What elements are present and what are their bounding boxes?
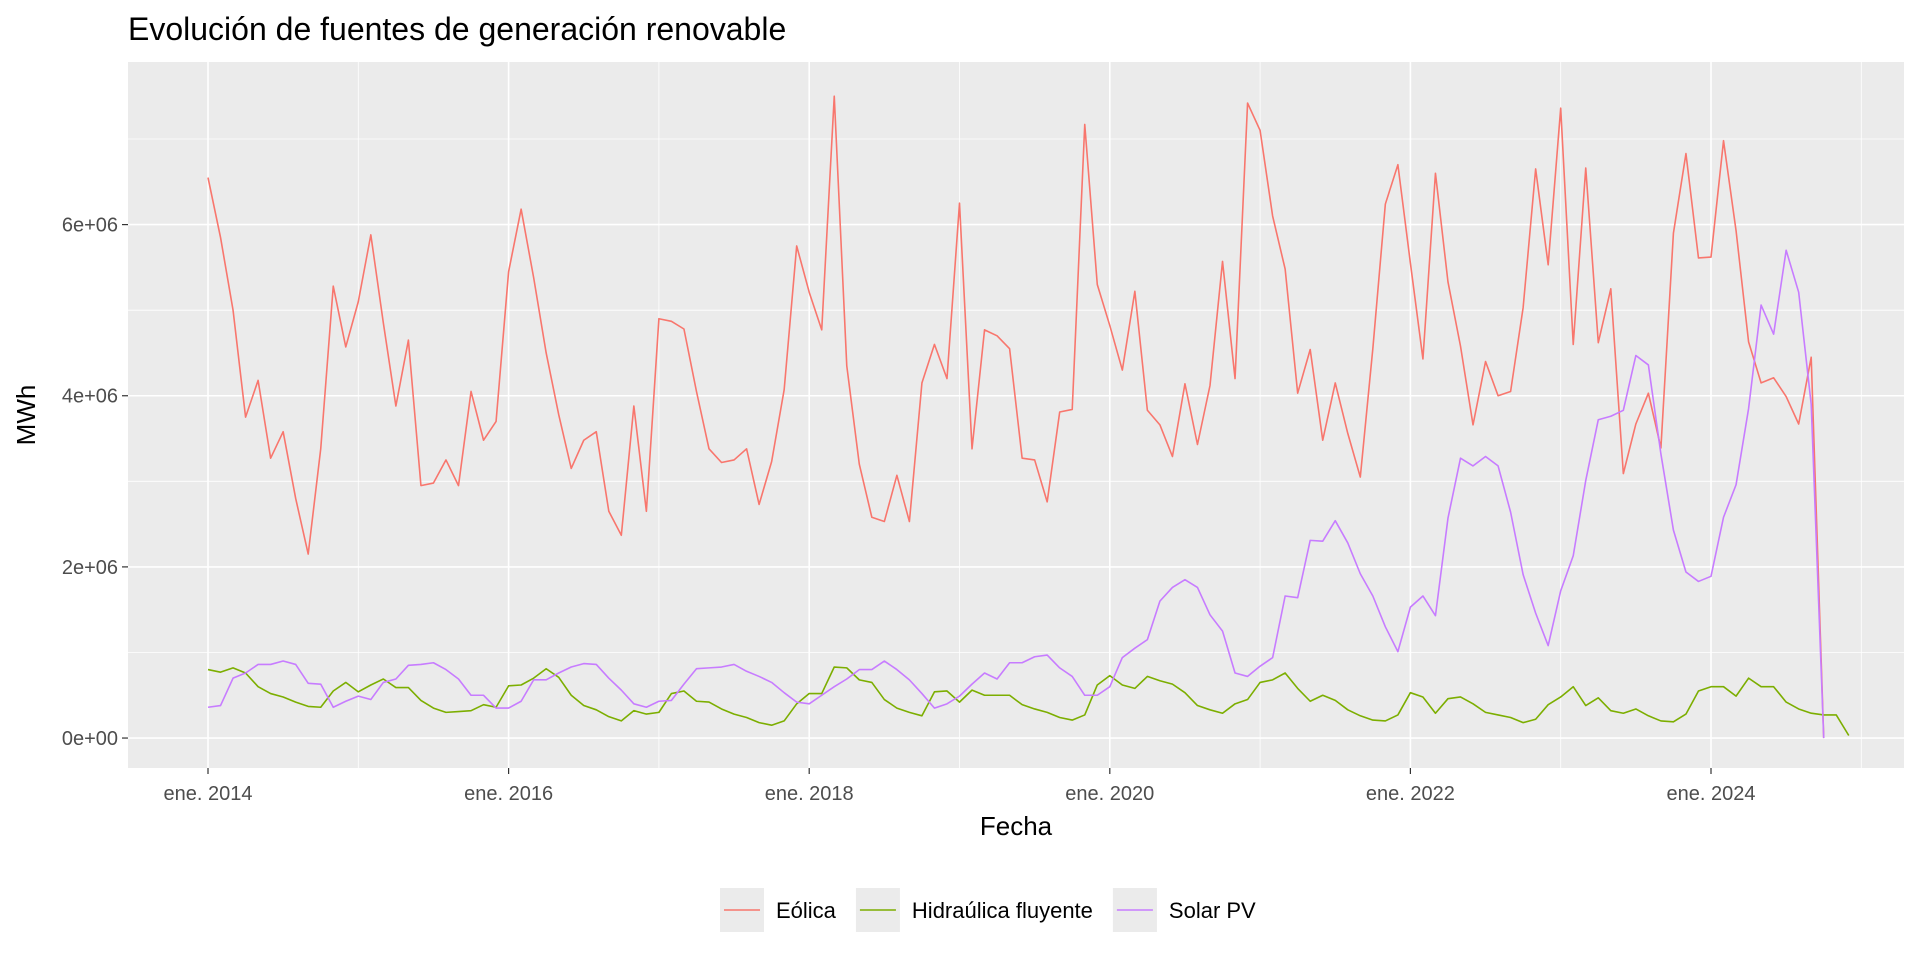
series-line-hidraulica-fluyente	[207, 666, 1850, 736]
chart-title: Evolución de fuentes de generación renov…	[128, 11, 786, 47]
y-tick-label: 2e+06	[62, 557, 118, 579]
x-tick-label: ene. 2022	[1366, 783, 1455, 805]
legend-label-solar-pv: Solar PV	[1169, 898, 1256, 923]
y-axis: 0e+00 2e+06 4e+06 6e+06	[62, 215, 128, 750]
series-lines	[207, 95, 1850, 739]
y-tick-label: 0e+00	[62, 728, 118, 750]
y-tick-label: 4e+06	[62, 386, 118, 408]
x-axis-title: Fecha	[980, 811, 1053, 841]
series-line-solar-pv	[207, 249, 1825, 739]
legend: Eólica Hidraúlica fluyente Solar PV	[720, 888, 1256, 932]
y-axis-title: MWh	[11, 385, 41, 446]
x-axis: ene. 2014 ene. 2016 ene. 2018 ene. 2020 ene.…	[164, 768, 1756, 805]
x-tick-label: ene. 2024	[1667, 783, 1756, 805]
y-tick-label: 6e+06	[62, 215, 118, 237]
plot-panel	[128, 62, 1904, 768]
x-tick-label: ene. 2018	[765, 783, 854, 805]
x-tick-label: ene. 2020	[1065, 783, 1154, 805]
legend-label-eolica: Eólica	[776, 898, 837, 923]
series-line-eolica	[207, 95, 1825, 739]
x-tick-label: ene. 2016	[464, 783, 553, 805]
x-tick-label: ene. 2014	[164, 783, 253, 805]
legend-label-hidraulica-fluyente: Hidraúlica fluyente	[912, 898, 1093, 923]
